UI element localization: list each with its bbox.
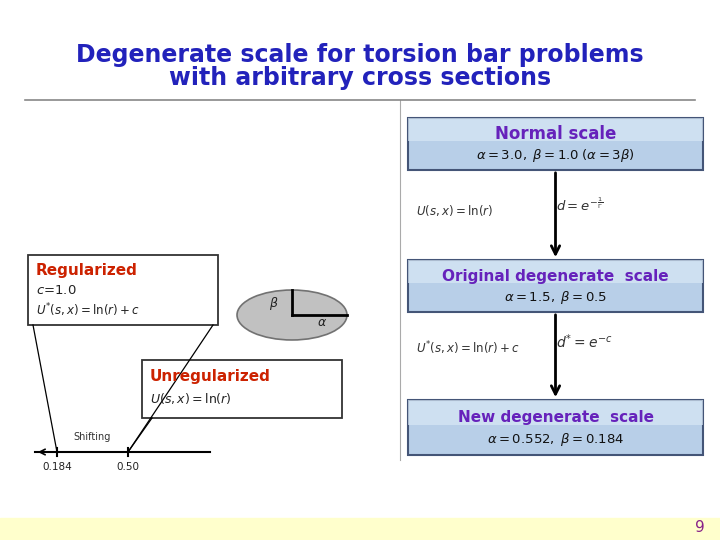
Text: $\beta$: $\beta$ — [269, 294, 279, 312]
Text: $\alpha = 3.0,\; \beta = 1.0\; (\alpha = 3\beta)$: $\alpha = 3.0,\; \beta = 1.0\; (\alpha =… — [476, 147, 635, 165]
Bar — [408, 400, 703, 455]
Text: Shifting: Shifting — [74, 432, 111, 442]
Bar — [408, 118, 703, 170]
Text: $U^{*}(s,x) = \ln(r)+c$: $U^{*}(s,x) = \ln(r)+c$ — [416, 339, 520, 357]
Text: New degenerate  scale: New degenerate scale — [457, 410, 654, 425]
Bar — [408, 400, 703, 425]
Text: $U(s,x) = \ln(r)$: $U(s,x) = \ln(r)$ — [150, 390, 232, 406]
Ellipse shape — [237, 290, 347, 340]
Text: 0.184: 0.184 — [42, 462, 72, 472]
Text: $d^{*} = e^{-c}$: $d^{*} = e^{-c}$ — [556, 333, 613, 352]
Text: $U^{*}(s,x) = \ln(r)+c$: $U^{*}(s,x) = \ln(r)+c$ — [36, 301, 140, 319]
Text: Original degenerate  scale: Original degenerate scale — [442, 268, 669, 284]
Text: Regularized: Regularized — [36, 264, 138, 279]
Text: 9: 9 — [695, 521, 705, 536]
Text: Degenerate scale for torsion bar problems: Degenerate scale for torsion bar problem… — [76, 43, 644, 67]
Text: $\alpha = 1.5,\; \beta = 0.5$: $\alpha = 1.5,\; \beta = 0.5$ — [504, 289, 607, 307]
Bar — [142, 360, 342, 418]
Text: $U(s,x) = \ln(r)$: $U(s,x) = \ln(r)$ — [416, 202, 493, 218]
Bar — [408, 260, 703, 312]
Text: $d = e^{-\frac{1}{\Gamma}}$: $d = e^{-\frac{1}{\Gamma}}$ — [556, 197, 603, 214]
Text: with arbitrary cross sections: with arbitrary cross sections — [169, 66, 551, 90]
Bar — [0, 518, 720, 540]
Text: Normal scale: Normal scale — [495, 125, 616, 143]
Text: Unregularized: Unregularized — [150, 368, 271, 383]
Text: 0.50: 0.50 — [117, 462, 140, 472]
Text: $\alpha = 0.552,\; \beta = 0.184$: $\alpha = 0.552,\; \beta = 0.184$ — [487, 431, 624, 448]
Bar — [408, 118, 703, 141]
Bar — [408, 260, 703, 284]
Text: $c$=1.0: $c$=1.0 — [36, 285, 76, 298]
Bar — [28, 255, 218, 325]
Text: $\alpha$: $\alpha$ — [317, 316, 327, 329]
